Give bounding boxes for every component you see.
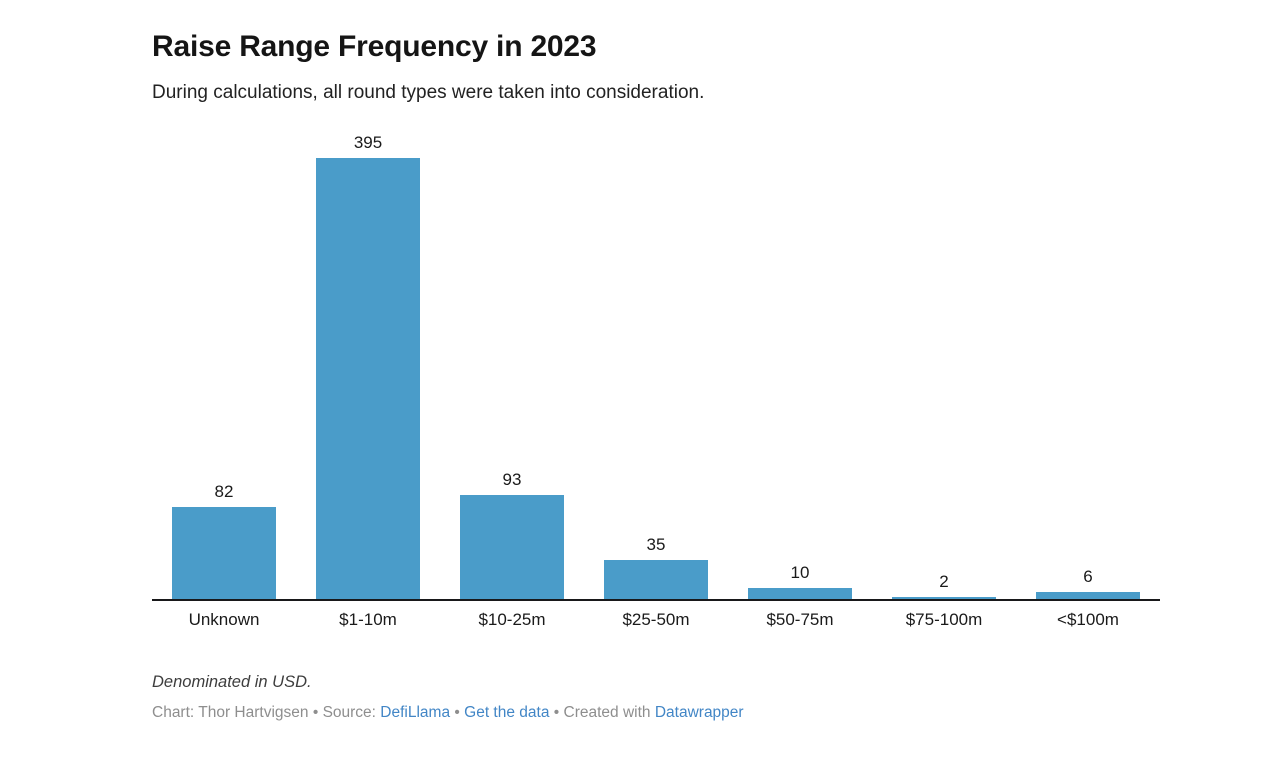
- value-label: 93: [502, 470, 522, 490]
- chart-footnote: Denominated in USD.: [152, 672, 312, 691]
- byline-separator: •: [454, 703, 460, 721]
- chart-card: Raise Range Frequency in 2023 During cal…: [152, 30, 1160, 723]
- category-labels-row: Unknown $1-10m $10-25m $25-50m $50-75m $75-10…: [152, 601, 1160, 630]
- chart-credit: Chart: Thor Hartvigsen: [152, 703, 309, 721]
- category-label: $25-50m: [622, 610, 690, 630]
- page: Raise Range Frequency in 2023 During cal…: [152, 30, 1160, 723]
- byline-separator: •: [312, 703, 319, 721]
- bar: [892, 597, 996, 600]
- category-label: $1-10m: [339, 610, 397, 630]
- value-label: 35: [646, 535, 666, 555]
- category-label: $10-25m: [478, 610, 546, 630]
- bar: [1036, 592, 1140, 600]
- bar-column: 2: [872, 572, 1016, 600]
- value-label: 10: [790, 563, 810, 583]
- get-the-data-link[interactable]: Get the data: [464, 703, 550, 721]
- chart-subtitle: During calculations, all round types wer…: [152, 81, 705, 103]
- source-link[interactable]: DefiLlama: [380, 703, 451, 721]
- bar-column: 10: [728, 563, 872, 600]
- datawrapper-link[interactable]: Datawrapper: [654, 703, 744, 721]
- page-title: Raise Range Frequency in 2023: [152, 30, 597, 63]
- bars-row: 82 395 93 35 10 2 6: [152, 128, 1160, 600]
- bar: [460, 495, 564, 600]
- source-label: Source:: [322, 703, 376, 721]
- bar-column: 93: [440, 470, 584, 600]
- chart-byline: Chart: Thor Hartvigsen • Source: DefiLla…: [152, 703, 1160, 723]
- bar: [748, 588, 852, 600]
- value-label: 395: [353, 133, 383, 153]
- value-label: 2: [939, 572, 949, 592]
- category-label: <$100m: [1057, 610, 1119, 630]
- byline-separator: •: [553, 703, 560, 721]
- bar: [172, 507, 276, 600]
- bar-column: 35: [584, 535, 728, 600]
- bar: [316, 158, 420, 600]
- bar-column: 82: [152, 482, 296, 600]
- x-axis-baseline: [152, 599, 1160, 602]
- bar-column: 395: [296, 133, 440, 600]
- bar: [604, 560, 708, 600]
- category-label: $75-100m: [905, 610, 983, 630]
- bar-column: 6: [1016, 567, 1160, 600]
- category-label: Unknown: [188, 610, 260, 630]
- value-label: 6: [1083, 567, 1093, 587]
- bar-chart: 82 395 93 35 10 2 6 Unknown $1-10m $10-25m $25-50…: [152, 128, 1160, 630]
- created-with-label: Created with: [563, 703, 651, 721]
- category-label: $50-75m: [766, 610, 834, 630]
- value-label: 82: [214, 482, 234, 502]
